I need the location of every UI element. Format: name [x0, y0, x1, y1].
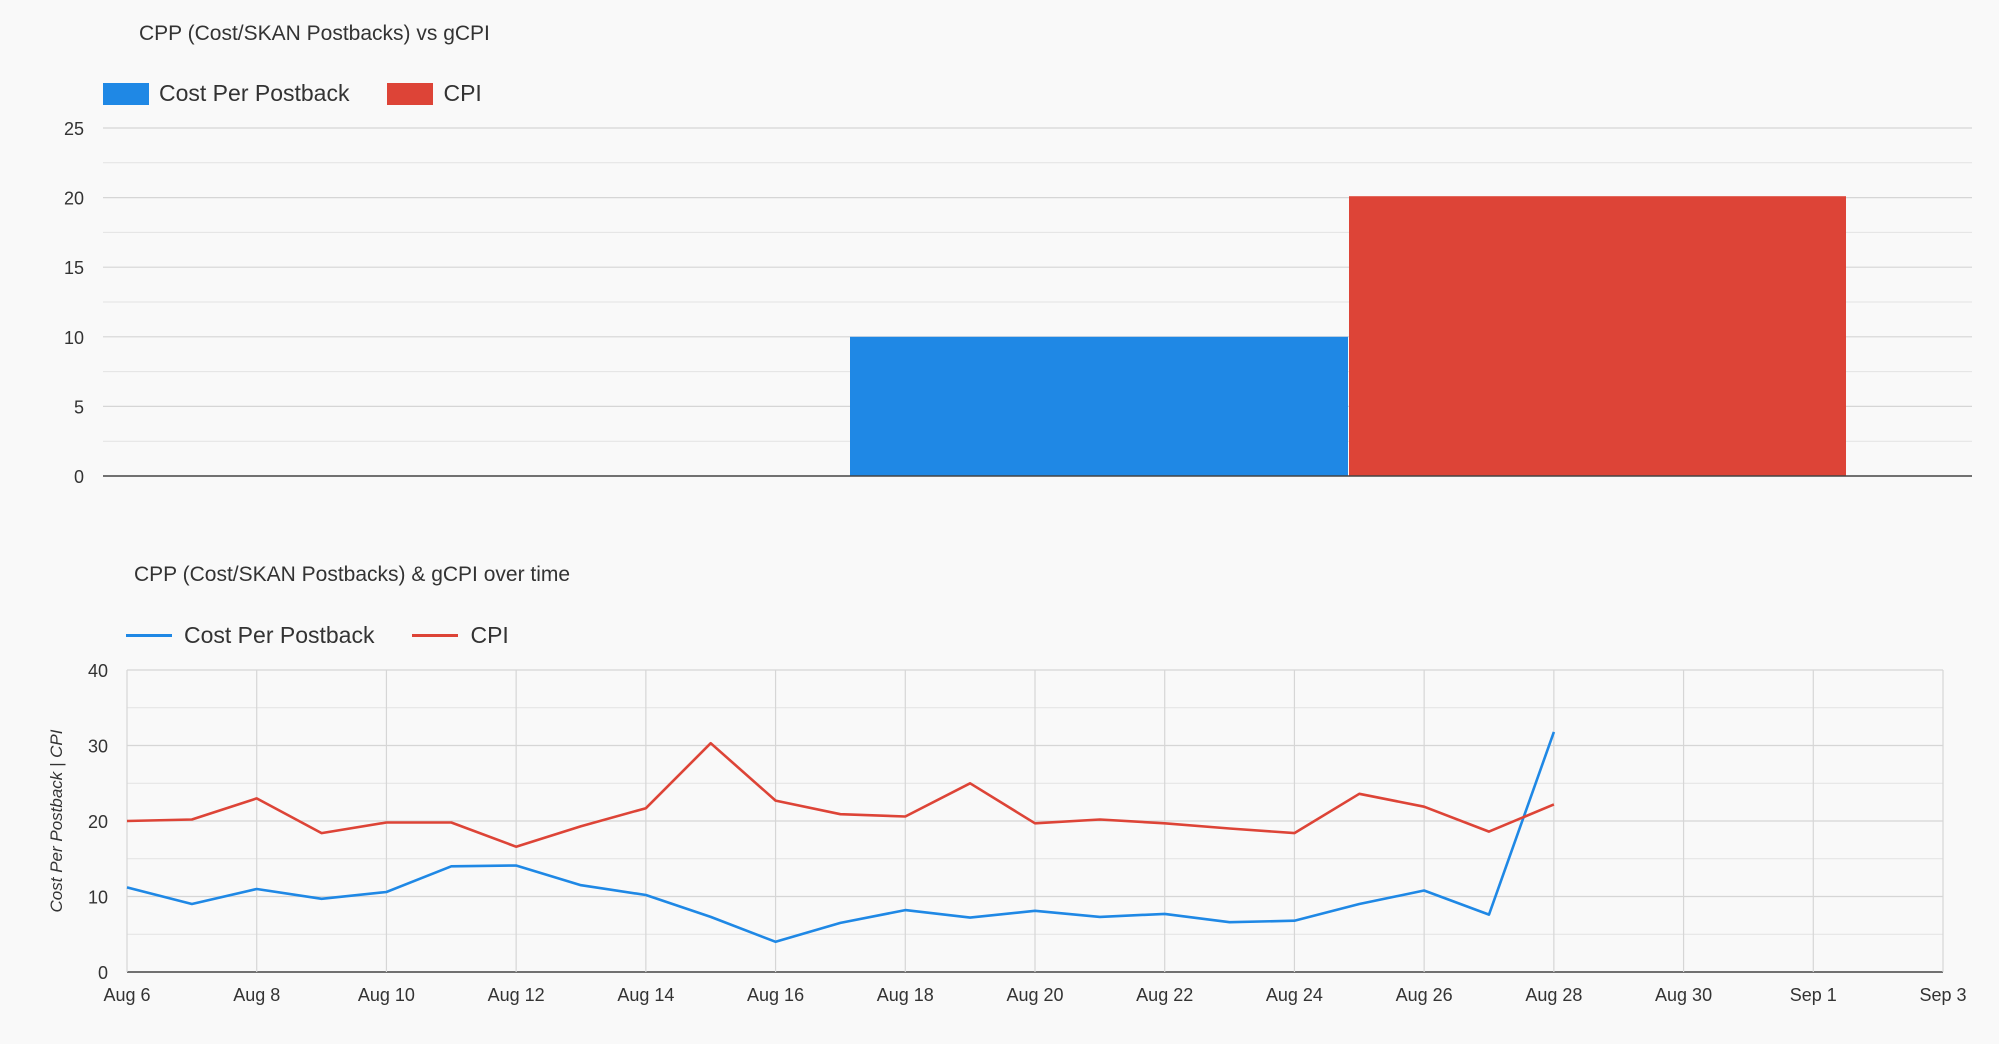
bar-cpi [1349, 196, 1846, 476]
line-series-cost-per-postback [126, 731, 1556, 944]
line-chart: 0 10 20 30 40 Aug 6 Aug 8 Aug 10 Aug 12 Aug 14 Aug… [47, 661, 1967, 1005]
legend-label-cpi: CPI [443, 80, 482, 106]
line-x-tick-label: Aug 28 [1525, 985, 1582, 1005]
line-x-tick-label: Aug 22 [1136, 985, 1193, 1005]
bar-y-tick-label: 10 [64, 328, 84, 348]
line-y-tick-label: 30 [88, 737, 108, 757]
bar-y-tick-label: 20 [64, 189, 84, 209]
legend-swatch-cost-per-postback [103, 82, 149, 105]
legend-label-cpi-line: CPI [470, 622, 509, 648]
line-y-axis-label: Cost Per Postback | CPI [47, 729, 66, 912]
line-x-tick-label: Aug 20 [1006, 985, 1063, 1005]
line-x-tick-label: Aug 14 [617, 985, 674, 1005]
legend-swatch-cpi [387, 82, 434, 105]
line-y-tick-label: 40 [88, 661, 108, 681]
legend-item-cpi-line[interactable]: CPI [412, 622, 509, 649]
line-y-tick-label: 0 [98, 963, 108, 983]
bar-y-tick-label: 0 [74, 467, 84, 487]
legend-label-cost-per-postback-line: Cost Per Postback [184, 622, 375, 648]
line-x-tick-label: Aug 24 [1266, 985, 1323, 1005]
legend-line-cost-per-postback [126, 634, 172, 637]
legend-item-cpi[interactable]: CPI [387, 80, 482, 107]
bar-chart-title: CPP (Cost/SKAN Postbacks) vs gCPI [139, 22, 490, 45]
line-x-tick-label: Aug 6 [103, 985, 150, 1005]
legend-item-cost-per-postback[interactable]: Cost Per Postback [103, 80, 349, 107]
bar-chart-legend: Cost Per Postback CPI [103, 80, 520, 107]
line-x-tick-label: Aug 26 [1396, 985, 1453, 1005]
line-x-tick-label: Aug 18 [877, 985, 934, 1005]
legend-label-cost-per-postback: Cost Per Postback [159, 80, 350, 106]
bar-cost-per-postback [850, 336, 1348, 476]
line-y-tick-label: 10 [88, 888, 108, 908]
legend-item-cost-per-postback-line[interactable]: Cost Per Postback [126, 622, 374, 649]
bar-y-tick-label: 25 [64, 119, 84, 139]
line-series-cpi [126, 741, 1555, 849]
line-x-tick-label: Sep 1 [1790, 985, 1837, 1005]
line-x-tick-label: Sep 3 [1919, 985, 1966, 1005]
line-x-tick-label: Aug 10 [358, 985, 415, 1005]
bar-y-tick-label: 15 [64, 258, 84, 278]
line-chart-title: CPP (Cost/SKAN Postbacks) & gCPI over ti… [134, 563, 571, 586]
bar-chart: 0 5 10 15 20 25 [64, 119, 1972, 487]
legend-line-cpi [412, 634, 459, 637]
line-y-tick-label: 20 [88, 812, 108, 832]
line-x-tick-label: Aug 8 [233, 985, 280, 1005]
line-chart-legend: Cost Per Postback CPI [126, 622, 547, 649]
line-x-tick-label: Aug 30 [1655, 985, 1712, 1005]
bar-y-tick-label: 5 [74, 397, 84, 417]
line-x-tick-label: Aug 16 [747, 985, 804, 1005]
line-x-tick-label: Aug 12 [488, 985, 545, 1005]
